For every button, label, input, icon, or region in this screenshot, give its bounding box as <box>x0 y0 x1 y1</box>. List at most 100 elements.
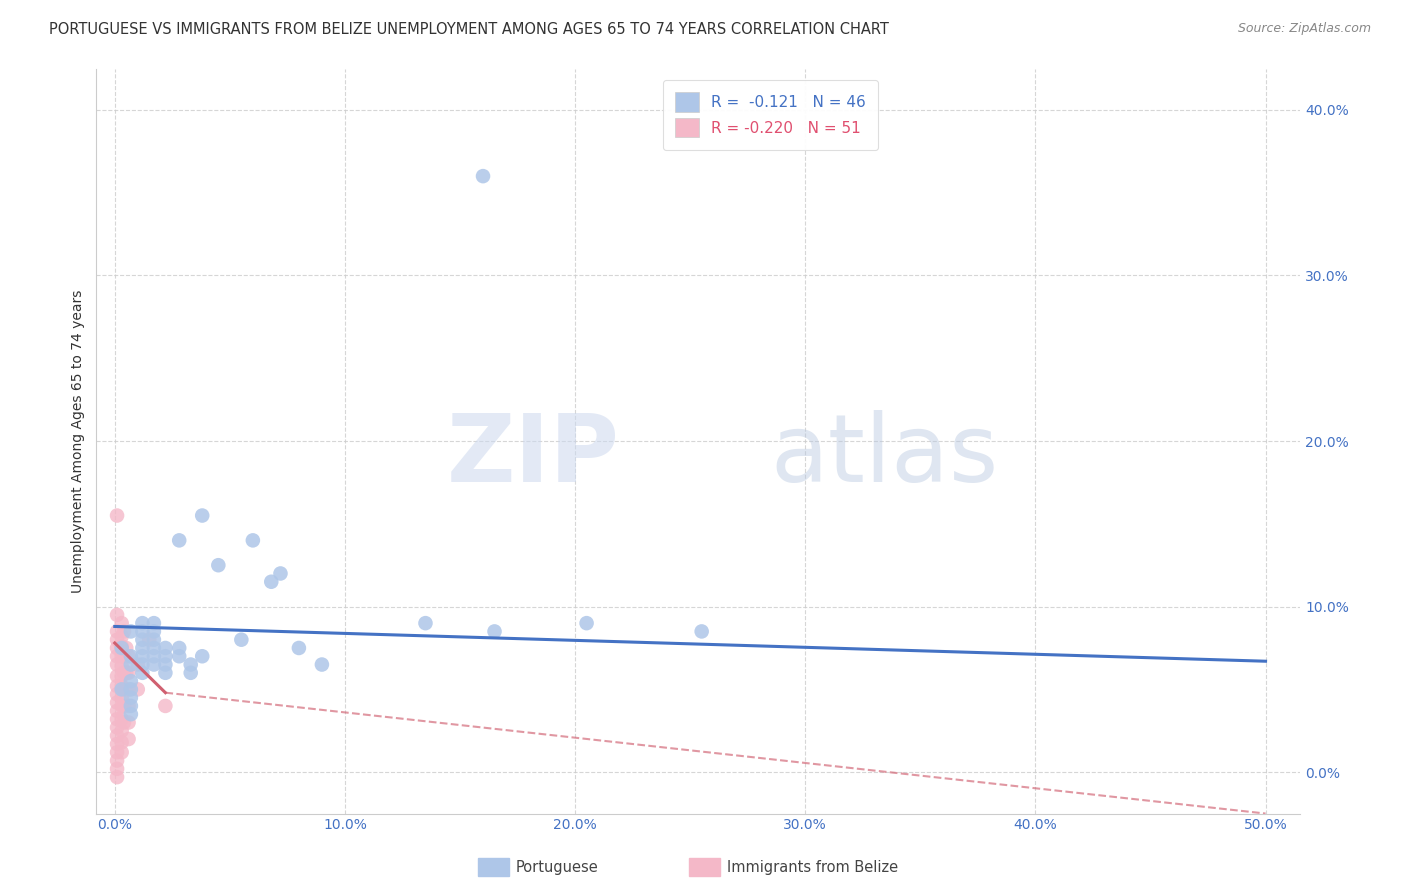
Point <box>112 649 135 664</box>
Point <box>131 616 153 631</box>
Point <box>155 640 177 655</box>
Point <box>111 640 134 655</box>
Point <box>105 754 128 768</box>
Point <box>111 698 134 713</box>
Point <box>120 682 142 697</box>
Point <box>131 649 153 664</box>
Point <box>117 732 139 747</box>
Text: atlas: atlas <box>770 410 998 502</box>
Legend: R =  -0.121   N = 46, R = -0.220   N = 51: R = -0.121 N = 46, R = -0.220 N = 51 <box>662 80 879 150</box>
Point <box>105 679 128 693</box>
Point <box>155 657 177 672</box>
Point <box>472 169 495 183</box>
Point <box>105 770 128 784</box>
Point <box>180 657 202 672</box>
Point <box>111 712 134 726</box>
Point <box>191 649 214 664</box>
Point <box>105 737 128 751</box>
Point <box>105 508 128 523</box>
Point <box>105 704 128 718</box>
Point <box>117 682 139 697</box>
Text: PORTUGUESE VS IMMIGRANTS FROM BELIZE UNEMPLOYMENT AMONG AGES 65 TO 74 YEARS CORR: PORTUGUESE VS IMMIGRANTS FROM BELIZE UNE… <box>49 22 889 37</box>
Point <box>142 624 165 639</box>
Point <box>105 762 128 776</box>
Point <box>112 682 135 697</box>
Point <box>111 649 134 664</box>
Point <box>111 629 134 643</box>
Point <box>111 669 134 683</box>
Point <box>117 665 139 680</box>
Point <box>111 690 134 705</box>
Point <box>484 624 506 639</box>
Point <box>575 616 598 631</box>
Text: ZIP: ZIP <box>447 410 620 502</box>
Point <box>131 657 153 672</box>
Text: Portuguese: Portuguese <box>516 861 599 875</box>
Point <box>112 624 135 639</box>
Point <box>105 729 128 743</box>
Point <box>127 657 149 672</box>
Point <box>111 659 134 673</box>
Point <box>105 745 128 759</box>
Point <box>105 632 128 647</box>
Point <box>105 640 128 655</box>
Point <box>105 624 128 639</box>
Point <box>112 698 135 713</box>
Point <box>167 640 190 655</box>
Point <box>155 698 177 713</box>
Point <box>120 698 142 713</box>
Point <box>142 640 165 655</box>
Point <box>242 533 264 548</box>
Point <box>288 640 311 655</box>
Point <box>138 632 160 647</box>
Point <box>111 735 134 749</box>
Point <box>131 632 153 647</box>
Point <box>120 690 142 705</box>
Point <box>415 616 437 631</box>
Point <box>167 533 190 548</box>
Point <box>111 616 134 631</box>
Text: Source: ZipAtlas.com: Source: ZipAtlas.com <box>1237 22 1371 36</box>
Point <box>191 508 214 523</box>
Point <box>155 665 177 680</box>
Point <box>269 566 291 581</box>
Point <box>111 745 134 759</box>
Point <box>105 687 128 701</box>
Point <box>105 721 128 735</box>
Text: Immigrants from Belize: Immigrants from Belize <box>727 861 898 875</box>
Point <box>155 649 177 664</box>
Point <box>131 640 153 655</box>
Point <box>131 665 153 680</box>
Point <box>117 698 139 713</box>
Point <box>105 669 128 683</box>
Point <box>115 665 138 680</box>
Y-axis label: Unemployment Among Ages 65 to 74 years: Unemployment Among Ages 65 to 74 years <box>72 289 86 592</box>
Point <box>111 640 134 654</box>
Point <box>120 649 142 664</box>
Point <box>105 696 128 710</box>
Point <box>127 682 149 697</box>
Point <box>111 679 134 693</box>
Point <box>105 712 128 726</box>
Point <box>117 649 139 664</box>
Point <box>120 657 142 672</box>
Point <box>111 682 134 697</box>
Point <box>111 723 134 738</box>
Point <box>117 715 139 730</box>
Point <box>260 574 283 589</box>
Point <box>120 624 142 639</box>
Point <box>105 607 128 622</box>
Point <box>115 640 138 655</box>
Point <box>207 558 229 573</box>
Point <box>142 649 165 664</box>
Point <box>231 632 253 647</box>
Point <box>112 665 135 680</box>
Point <box>112 715 135 730</box>
Point <box>105 657 128 672</box>
Point <box>142 657 165 672</box>
Point <box>142 616 165 631</box>
Point <box>142 632 165 647</box>
Point <box>311 657 333 672</box>
Point <box>105 649 128 664</box>
Point <box>690 624 713 639</box>
